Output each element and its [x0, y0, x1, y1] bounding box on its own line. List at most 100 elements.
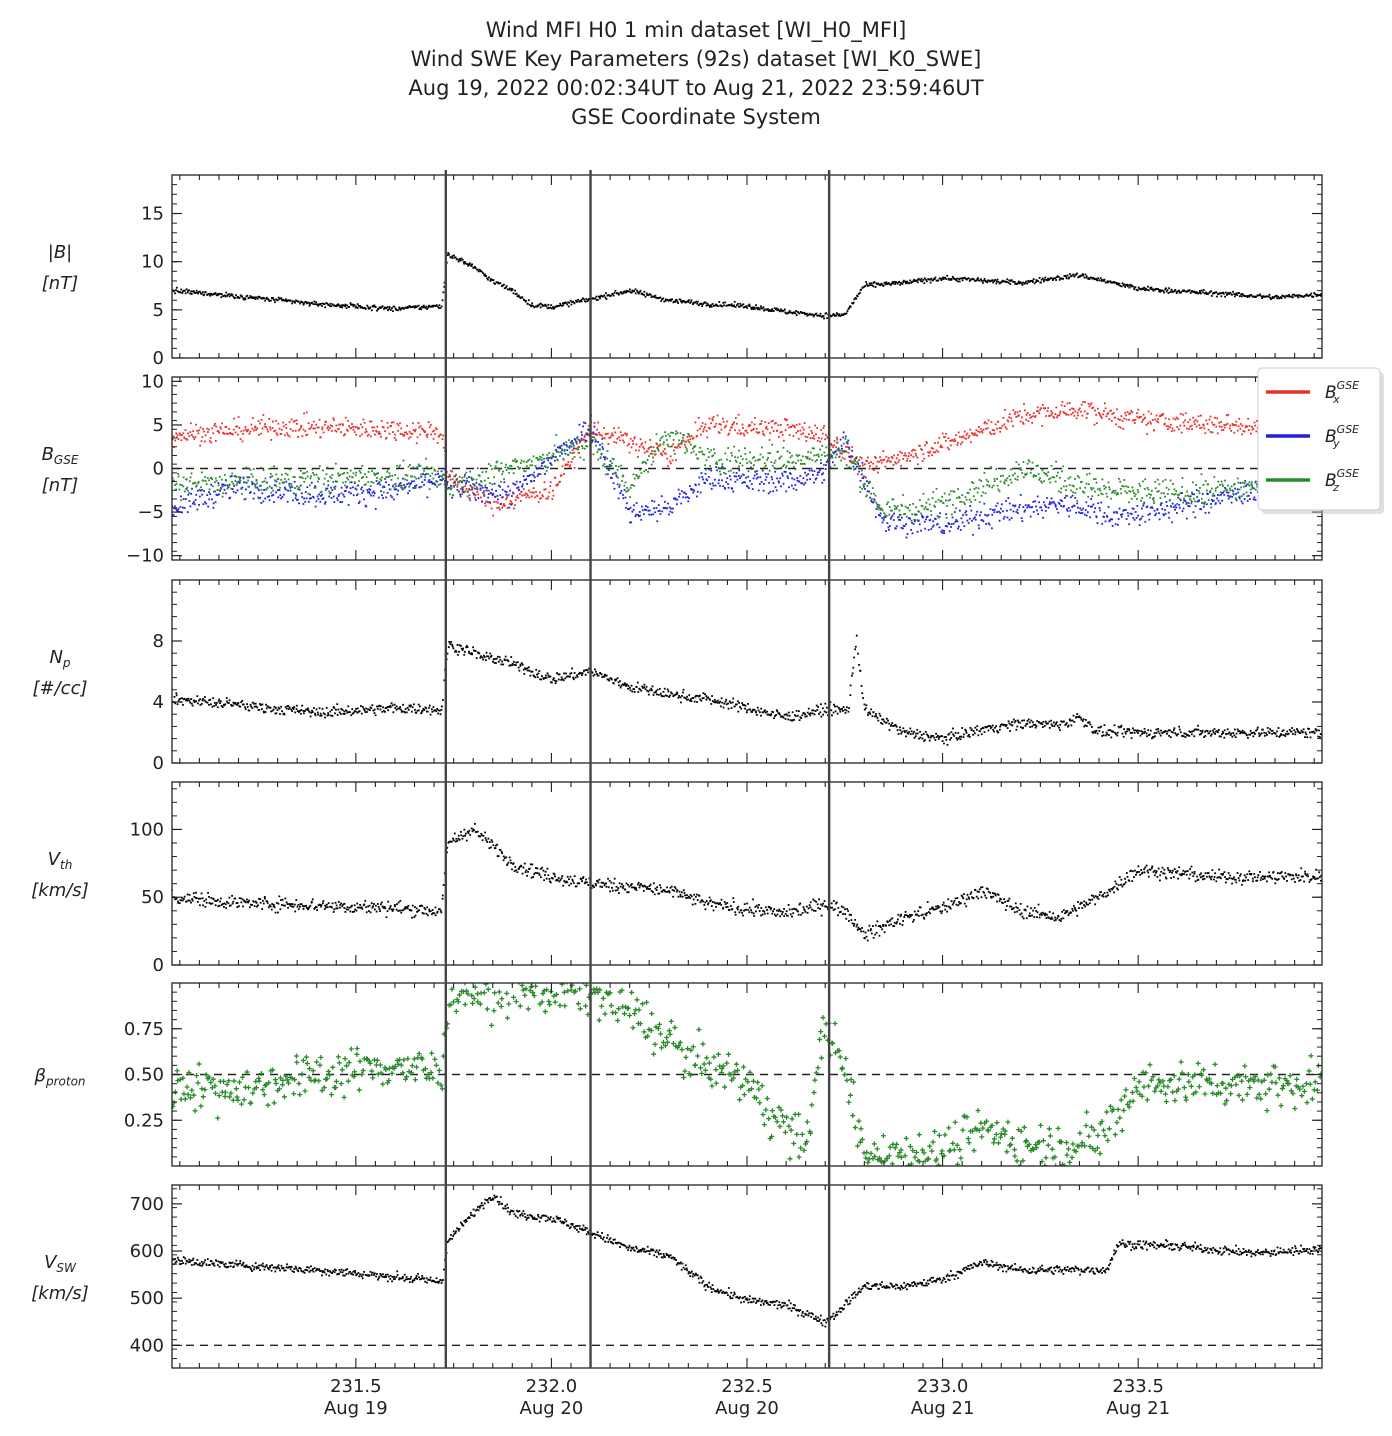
data-point	[1151, 288, 1154, 291]
data-point	[841, 452, 843, 455]
data-point	[1117, 418, 1120, 420]
data-point	[809, 451, 812, 454]
data-point	[989, 280, 991, 283]
data-point	[583, 439, 586, 441]
data-point	[673, 452, 676, 455]
data-point	[618, 485, 621, 488]
data-point	[855, 297, 858, 300]
data-point	[603, 458, 606, 461]
data-point	[638, 475, 641, 478]
data-point	[474, 267, 477, 269]
data-point	[747, 475, 750, 478]
data-point	[884, 283, 887, 286]
data-point	[336, 304, 338, 307]
data-point	[683, 440, 686, 443]
data-point	[1130, 409, 1133, 412]
data-point	[544, 488, 547, 491]
data-point	[1216, 295, 1218, 298]
data-point	[969, 428, 972, 431]
data-point	[266, 481, 268, 484]
data-point	[1173, 429, 1176, 432]
data-point	[268, 495, 271, 498]
data-point	[1082, 274, 1085, 277]
data-point	[563, 448, 566, 451]
data-point	[729, 459, 731, 462]
data-point	[997, 510, 1000, 513]
data-point	[900, 465, 903, 467]
data-point	[259, 422, 261, 425]
data-point	[864, 285, 866, 287]
data-point	[432, 477, 435, 480]
data-point	[218, 489, 221, 491]
data-point	[206, 477, 209, 479]
data-point	[500, 502, 503, 505]
data-point	[1237, 425, 1240, 428]
data-point	[972, 533, 974, 536]
data-point	[929, 519, 932, 521]
data-point	[420, 485, 423, 488]
data-point	[203, 490, 205, 493]
data-point	[328, 427, 331, 429]
data-point	[821, 315, 824, 317]
data-point	[181, 511, 183, 514]
data-point	[744, 306, 747, 308]
data-point	[344, 480, 347, 483]
data-point	[224, 426, 227, 428]
data-point	[291, 486, 294, 488]
data-point	[777, 480, 780, 483]
data-point	[981, 519, 984, 522]
data-point	[362, 475, 364, 478]
data-point	[302, 303, 305, 306]
data-point	[251, 296, 254, 298]
data-point	[1123, 417, 1126, 420]
data-point	[230, 432, 233, 435]
data-point	[1043, 278, 1046, 281]
data-point	[789, 311, 792, 314]
data-point	[876, 505, 879, 508]
data-point	[251, 482, 254, 485]
data-point	[582, 458, 585, 461]
data-point	[449, 485, 452, 487]
data-point	[886, 503, 888, 506]
data-point	[661, 435, 664, 438]
data-point	[626, 432, 628, 435]
data-point	[698, 483, 700, 486]
data-point	[560, 451, 562, 453]
data-point	[1099, 414, 1102, 417]
data-point	[641, 292, 644, 295]
data-point	[955, 279, 958, 282]
data-point	[511, 459, 514, 462]
data-point	[696, 302, 699, 305]
data-point	[349, 487, 352, 490]
data-point	[270, 487, 273, 489]
data-point	[823, 317, 825, 320]
data-point	[573, 451, 576, 454]
data-point	[564, 463, 567, 466]
data-point	[916, 279, 919, 281]
data-point	[676, 432, 679, 434]
data-point	[1193, 493, 1195, 496]
data-point	[532, 487, 535, 490]
data-point	[213, 424, 216, 427]
data-point	[1065, 412, 1067, 415]
data-point	[964, 511, 967, 514]
data-point	[259, 496, 262, 499]
data-point	[615, 465, 617, 467]
data-point	[366, 304, 369, 307]
data-point	[865, 281, 868, 283]
data-point	[1020, 282, 1023, 285]
data-point	[186, 486, 189, 489]
data-point	[815, 433, 817, 436]
data-point	[1085, 275, 1088, 278]
data-point	[250, 296, 252, 299]
data-point	[1074, 410, 1077, 413]
data-point	[1128, 413, 1131, 415]
data-point	[1235, 293, 1237, 296]
data-point	[309, 427, 312, 430]
data-point	[769, 490, 772, 493]
data-point	[263, 425, 266, 428]
data-point	[294, 494, 297, 497]
data-point	[689, 443, 692, 446]
data-point	[885, 514, 888, 517]
data-point	[379, 432, 382, 435]
